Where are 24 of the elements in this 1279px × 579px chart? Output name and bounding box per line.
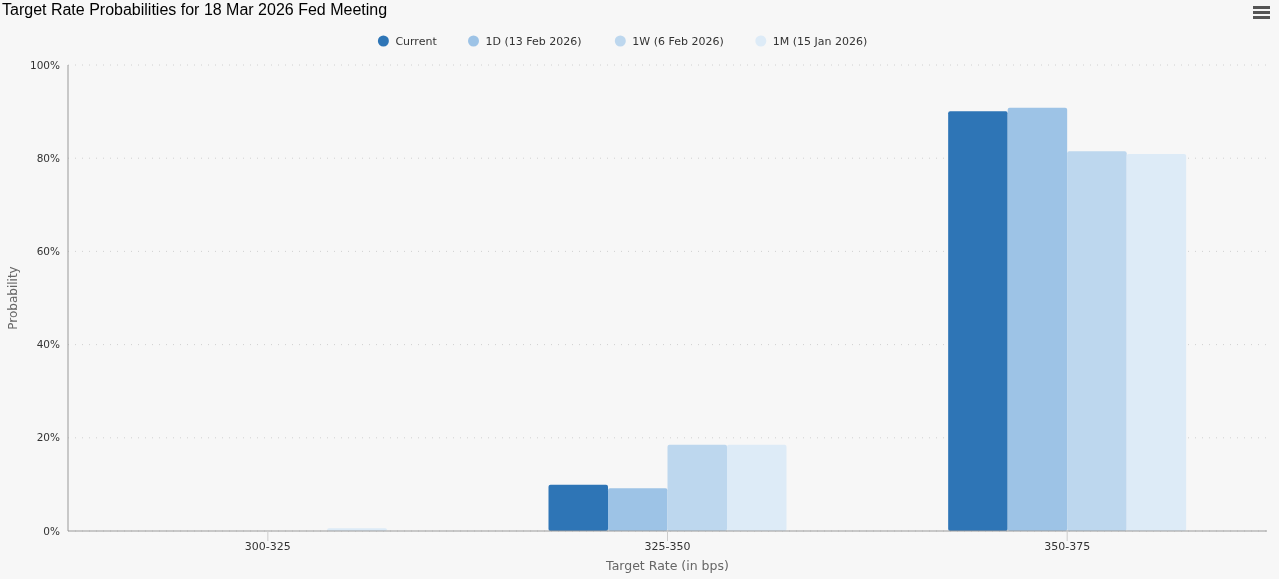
- x-tick-label: 325-350: [644, 540, 691, 553]
- y-tick-label: 80%: [36, 151, 61, 164]
- bar: [948, 111, 1008, 531]
- legend-label: Current: [395, 35, 438, 48]
- y-tick-label: 20%: [36, 431, 61, 444]
- y-tick-label: 100%: [29, 58, 61, 71]
- bar: [1007, 107, 1068, 531]
- bar: [608, 488, 668, 531]
- x-axis-title: Target Rate (in bps): [605, 558, 729, 573]
- y-tick-label: 40%: [36, 338, 61, 351]
- bar: [1126, 154, 1187, 531]
- bar: [667, 444, 727, 531]
- legend-label: 1D (13 Feb 2026): [485, 35, 582, 48]
- y-tick-label: 0%: [43, 524, 61, 537]
- x-tick-label: 350-375: [1044, 540, 1091, 553]
- legend-label: 1M (15 Jan 2026): [772, 35, 868, 48]
- y-tick-label: 60%: [36, 245, 61, 258]
- legend-label: 1W (6 Feb 2026): [632, 35, 724, 48]
- x-tick-label: 300-325: [244, 540, 291, 553]
- y-axis-title: Probability: [6, 266, 20, 330]
- bar: [727, 444, 787, 531]
- chart-title: Target Rate Probabilities for 18 Mar 2026 Fed Meeting: [2, 1, 388, 18]
- bar: [1067, 151, 1127, 531]
- bar: [548, 484, 608, 531]
